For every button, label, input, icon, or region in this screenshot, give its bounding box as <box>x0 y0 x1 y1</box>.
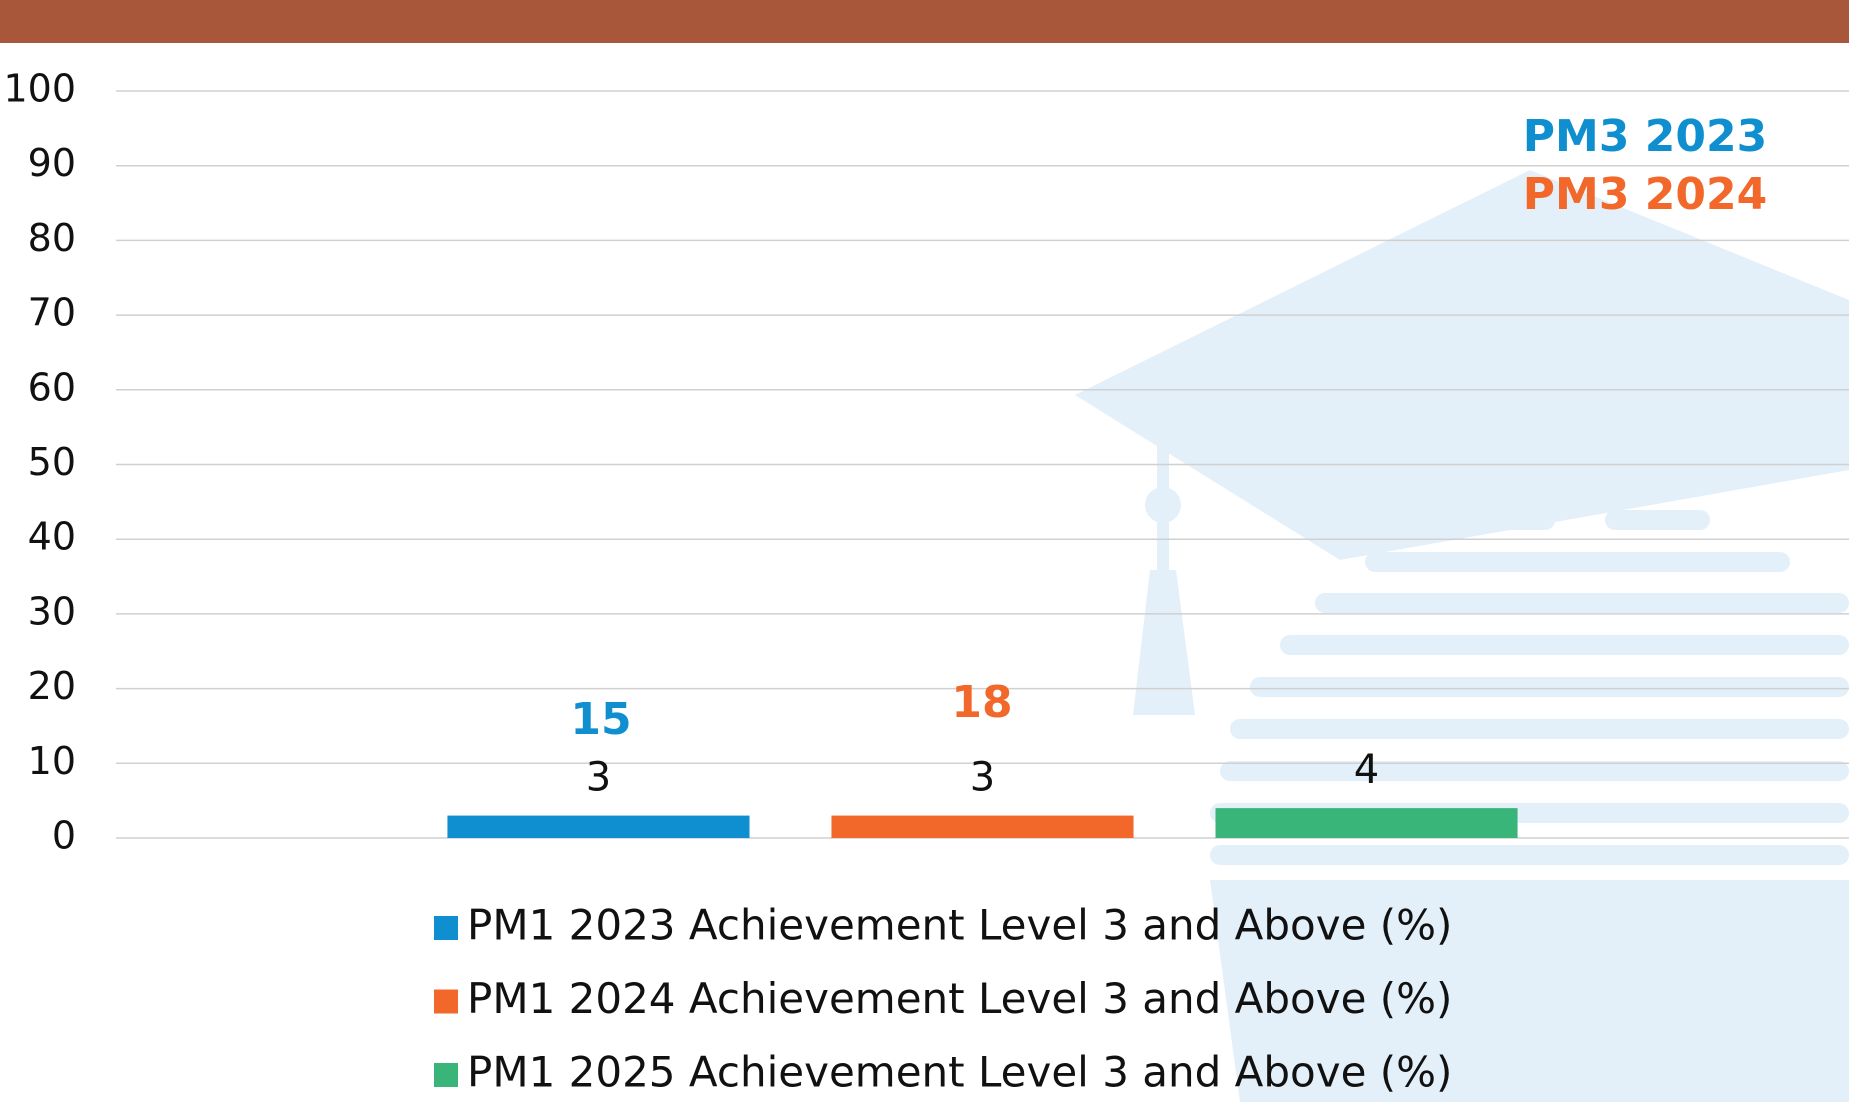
watermark <box>1075 170 1849 1102</box>
annotation: 15 <box>570 694 631 745</box>
y-tick-label: 90 <box>28 141 76 185</box>
bar <box>1215 808 1518 838</box>
value-label: 3 <box>970 755 995 801</box>
legend-swatch <box>434 989 458 1014</box>
legend-label: PM1 2025 Achievement Level 3 and Above (… <box>467 1048 1452 1097</box>
y-tick-label: 80 <box>28 216 76 260</box>
y-tick-label: 10 <box>28 739 76 783</box>
annotation: PM3 2024 <box>1523 169 1767 220</box>
legend-swatch <box>434 1063 458 1087</box>
y-tick-label: 50 <box>28 440 76 484</box>
header-bar <box>0 0 1849 43</box>
legend-label: PM1 2024 Achievement Level 3 and Above (… <box>467 974 1452 1023</box>
y-tick-label: 20 <box>28 664 76 708</box>
y-tick-label: 0 <box>52 814 76 858</box>
y-tick-label: 60 <box>28 365 76 409</box>
y-tick-label: 40 <box>28 515 76 559</box>
bar <box>831 815 1134 838</box>
legend-label: PM1 2023 Achievement Level 3 and Above (… <box>467 901 1452 950</box>
y-tick-label: 100 <box>3 67 76 111</box>
legend-swatch <box>434 916 458 940</box>
value-label: 3 <box>586 755 611 801</box>
annotation: 18 <box>951 677 1012 728</box>
y-tick-label: 30 <box>28 589 76 633</box>
value-label: 4 <box>1354 747 1379 793</box>
annotation: PM3 2023 <box>1523 111 1767 162</box>
bar <box>447 815 750 838</box>
y-tick-label: 70 <box>28 291 76 335</box>
